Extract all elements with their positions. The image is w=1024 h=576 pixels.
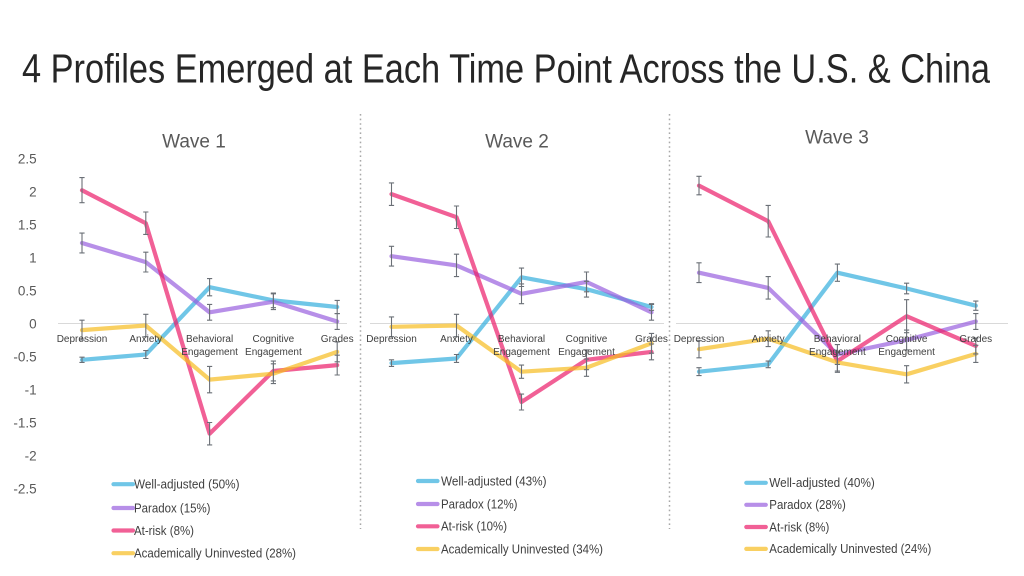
svg-text:Well-adjusted (40%): Well-adjusted (40%) xyxy=(769,476,875,490)
svg-text:Paradox (15%): Paradox (15%) xyxy=(134,501,211,515)
svg-text:-1.5: -1.5 xyxy=(13,416,36,431)
svg-text:Well-adjusted (50%): Well-adjusted (50%) xyxy=(134,478,240,492)
svg-text:0.5: 0.5 xyxy=(18,284,37,299)
svg-text:Wave 3: Wave 3 xyxy=(805,128,869,149)
svg-text:Engagement: Engagement xyxy=(809,347,866,358)
svg-text:Grades: Grades xyxy=(635,334,668,345)
svg-text:Depression: Depression xyxy=(366,334,417,345)
svg-text:Behavioral: Behavioral xyxy=(814,334,861,345)
svg-text:Engagement: Engagement xyxy=(181,347,238,358)
svg-text:At-risk (8%): At-risk (8%) xyxy=(769,520,829,534)
svg-text:4 Profiles Emerged at Each Tim: 4 Profiles Emerged at Each Time Point Ac… xyxy=(22,46,990,92)
svg-text:Engagement: Engagement xyxy=(878,347,935,358)
svg-text:Grades: Grades xyxy=(959,334,992,345)
svg-text:Paradox (28%): Paradox (28%) xyxy=(769,498,846,512)
svg-text:Paradox (12%): Paradox (12%) xyxy=(441,497,518,511)
svg-text:1.5: 1.5 xyxy=(18,218,37,233)
svg-text:Academically Uninvested (28%): Academically Uninvested (28%) xyxy=(134,547,296,561)
svg-text:1: 1 xyxy=(29,251,37,266)
svg-text:Cognitive: Cognitive xyxy=(886,334,928,345)
svg-text:-0.5: -0.5 xyxy=(13,350,36,365)
svg-text:Academically Uninvested (34%): Academically Uninvested (34%) xyxy=(441,542,603,556)
svg-text:Anxiety: Anxiety xyxy=(129,334,162,345)
svg-text:At-risk (10%): At-risk (10%) xyxy=(441,520,507,534)
svg-text:Wave 2: Wave 2 xyxy=(485,132,549,153)
svg-text:Cognitive: Cognitive xyxy=(253,334,295,345)
svg-text:Behavioral: Behavioral xyxy=(186,334,233,345)
svg-text:Depression: Depression xyxy=(674,334,725,345)
svg-text:Engagement: Engagement xyxy=(493,347,550,358)
svg-text:Well-adjusted (43%): Well-adjusted (43%) xyxy=(441,474,547,488)
svg-text:0: 0 xyxy=(29,317,37,332)
svg-text:Engagement: Engagement xyxy=(245,347,302,358)
svg-text:2.5: 2.5 xyxy=(18,152,37,167)
svg-text:2: 2 xyxy=(29,185,37,200)
svg-text:Academically Uninvested (24%): Academically Uninvested (24%) xyxy=(769,542,931,556)
svg-text:Wave 1: Wave 1 xyxy=(162,132,226,153)
svg-text:Engagement: Engagement xyxy=(558,347,615,358)
svg-text:Anxiety: Anxiety xyxy=(440,334,473,345)
svg-text:Anxiety: Anxiety xyxy=(752,334,785,345)
svg-text:At-risk (8%): At-risk (8%) xyxy=(134,524,194,538)
svg-text:Grades: Grades xyxy=(321,334,354,345)
svg-text:-1: -1 xyxy=(25,383,37,398)
svg-text:Depression: Depression xyxy=(57,334,108,345)
svg-text:-2.5: -2.5 xyxy=(13,482,36,497)
svg-text:Behavioral: Behavioral xyxy=(498,334,545,345)
svg-text:Cognitive: Cognitive xyxy=(566,334,608,345)
svg-text:-2: -2 xyxy=(25,449,37,464)
